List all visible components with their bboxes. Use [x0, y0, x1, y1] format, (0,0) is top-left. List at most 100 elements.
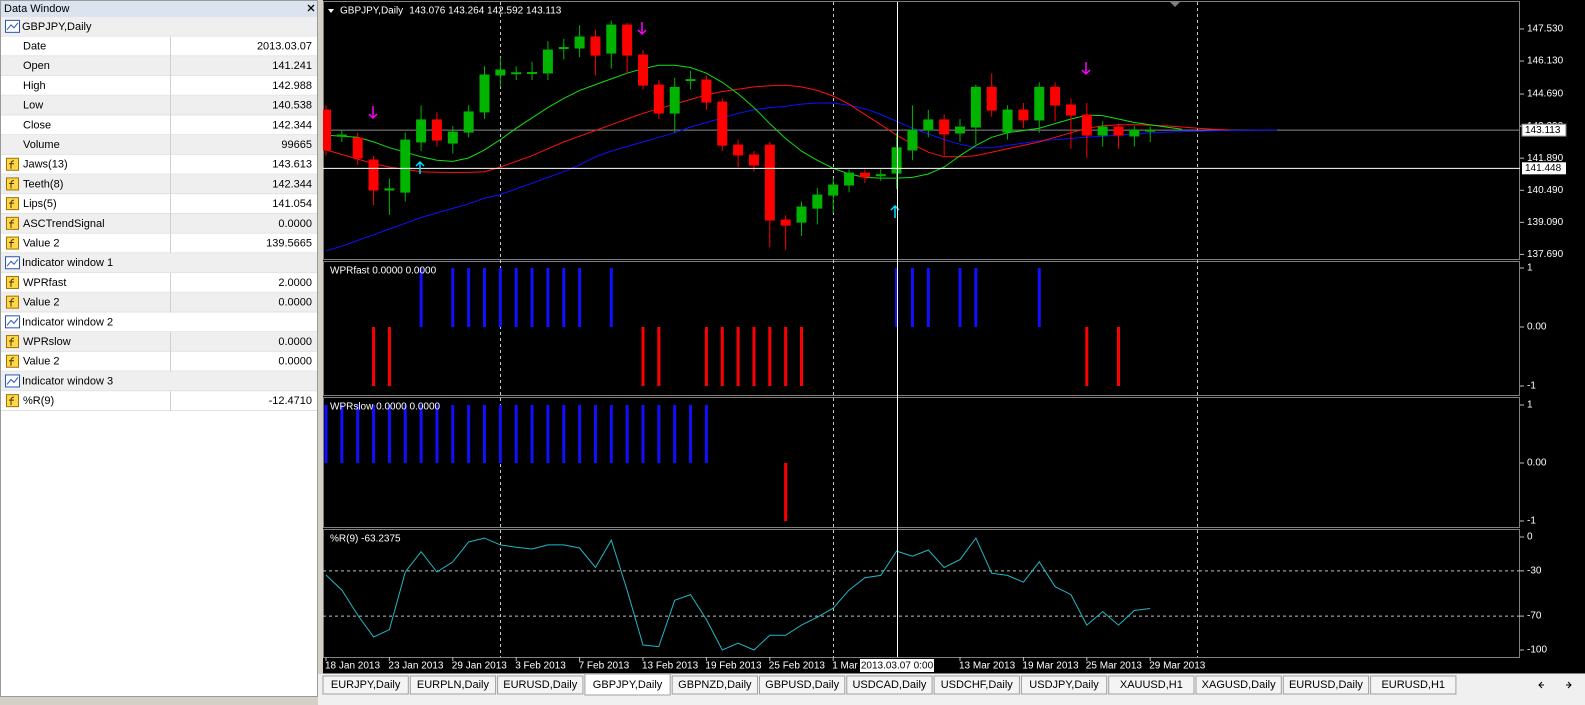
tab-label[interactable]: USDCHF,Daily [941, 679, 1014, 691]
histogram-bar [419, 405, 423, 463]
histogram-bar [483, 268, 486, 327]
row-background [1, 154, 317, 175]
tab[interactable] [322, 675, 409, 695]
crosshair-time-label: 2013.03.07 0:00 [861, 661, 934, 672]
candle-body [875, 174, 886, 177]
row-label: Teeth(8) [23, 178, 63, 190]
candle-body [955, 126, 965, 134]
chart-menu-arrow[interactable] [328, 9, 334, 13]
histogram-bar [689, 405, 693, 463]
candle-body [527, 72, 538, 75]
tab-label[interactable]: GBPJPY,Daily [593, 679, 663, 691]
tab[interactable] [1195, 675, 1282, 695]
row-value: 141.241 [272, 60, 312, 72]
candle-body [463, 111, 474, 133]
candle-body [1065, 104, 1076, 116]
row-background [1, 233, 317, 254]
row-label: %R(9) [23, 395, 54, 407]
buy-arrow [415, 160, 425, 174]
candle-body [907, 129, 918, 151]
crosshair-time-box [860, 659, 934, 672]
tab[interactable] [1370, 675, 1457, 695]
row-background [1, 332, 317, 352]
y-tick-label: 1 [1527, 263, 1533, 274]
tab-label[interactable]: GBPUSD,Daily [765, 679, 839, 691]
tab[interactable] [497, 675, 584, 695]
histogram-bar [609, 268, 613, 327]
row-value: 0.0000 [278, 336, 312, 348]
close-button[interactable] [307, 4, 315, 12]
tab-label[interactable]: XAGUSD,Daily [1202, 679, 1276, 691]
indicator-icon-glyph [9, 396, 15, 406]
indicator-icon-glyph [9, 337, 15, 347]
tab-label[interactable]: USDJPY,Daily [1029, 679, 1099, 691]
indicator-line [325, 537, 1151, 651]
y-tick-label: 146.130 [1527, 56, 1564, 67]
tab[interactable] [933, 675, 1020, 695]
candle-body [1113, 126, 1124, 136]
candle-body [336, 134, 347, 137]
row-value: 2.0000 [278, 277, 312, 289]
histogram-bar [356, 405, 360, 463]
tab[interactable] [1020, 675, 1108, 695]
y-tick-label: 1 [1527, 400, 1533, 411]
row-value: -12.4710 [269, 395, 312, 407]
tab-label[interactable]: XAUUSD,H1 [1120, 679, 1183, 691]
row-label: ASCTrendSignal [23, 218, 105, 230]
row-label: Low [23, 100, 43, 112]
signal-arrows [368, 22, 1091, 218]
tab-label[interactable]: EURUSD,Daily [503, 679, 577, 691]
y-tick-label: 144.690 [1527, 89, 1564, 100]
candle-body [384, 188, 395, 191]
tab-label[interactable]: EURPLN,Daily [417, 679, 490, 691]
row-background [1, 214, 317, 234]
row-label: Indicator window 3 [22, 375, 113, 387]
candle-body [701, 79, 712, 103]
row-label: Indicator window 1 [22, 257, 113, 269]
tab[interactable] [759, 675, 846, 695]
histogram-bar [800, 327, 803, 386]
tab-label[interactable]: USDCAD,Daily [852, 679, 926, 691]
data-window-rows: GBPJPY,Daily Date 2013.03.07 Open 141.241 Hig… [1, 17, 317, 411]
candle-body [748, 154, 759, 166]
row-label: High [23, 80, 46, 92]
histogram-bar [403, 405, 407, 463]
tab-scroll-left[interactable] [1538, 681, 1544, 689]
tab[interactable] [846, 675, 933, 695]
row-background [1, 371, 317, 392]
tab-label[interactable]: EURUSD,H1 [1381, 679, 1445, 691]
row-value: 99665 [281, 139, 312, 151]
crosshair-price-box [1522, 162, 1566, 175]
tab[interactable] [409, 675, 497, 695]
indicator-icon-glyph [9, 219, 15, 228]
histogram-bar [641, 405, 645, 463]
tab-label[interactable]: GBPNZD,Daily [678, 679, 752, 691]
candle-body [622, 24, 633, 56]
tab-label[interactable]: EURUSD,Daily [1289, 679, 1363, 691]
pane-title: GBPJPY,Daily [340, 6, 403, 17]
tab[interactable] [584, 673, 671, 696]
row-value: 142.988 [272, 80, 312, 92]
tab[interactable] [1108, 675, 1195, 695]
row-label: Indicator window 2 [22, 316, 113, 328]
candle-body [859, 172, 870, 178]
tab-scroll-right[interactable] [1566, 681, 1572, 689]
y-tick-label: -70 [1527, 611, 1542, 622]
tab-label[interactable]: EURJPY,Daily [331, 679, 401, 691]
tabs: EURJPY,Daily EURPLN,Daily EURUSD,Daily GBPJ… [322, 673, 1457, 696]
candle-body [653, 84, 664, 114]
last-price-box [1521, 123, 1567, 137]
histogram-bar [530, 405, 534, 463]
y-tick-label: 0.00 [1527, 458, 1547, 469]
histogram-bar [657, 327, 661, 386]
pane-title: %R(9) -63.2375 [330, 534, 401, 545]
tab[interactable] [671, 675, 759, 695]
tab[interactable] [1282, 675, 1370, 695]
y-tick-label: 0 [1527, 532, 1533, 543]
candle-body [606, 24, 617, 54]
candle-body [1129, 129, 1140, 137]
y-tick-label: 140.490 [1527, 185, 1564, 196]
histogram-bar [467, 405, 471, 463]
y-tick-label: -30 [1527, 566, 1542, 577]
row-label: Value 2 [23, 356, 60, 368]
